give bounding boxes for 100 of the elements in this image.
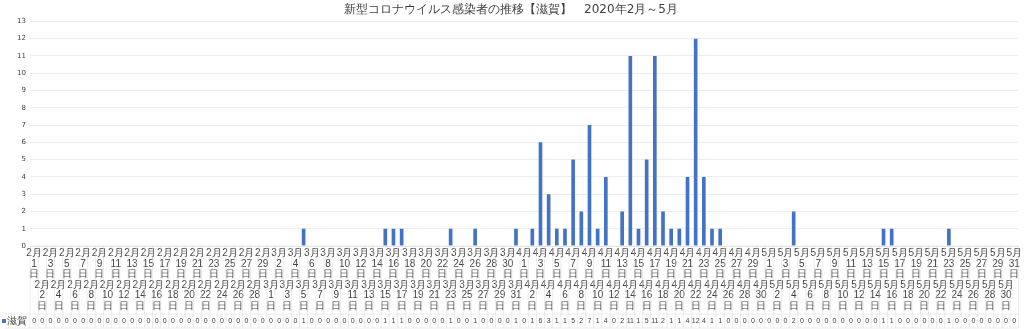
x-tick-label: 3月25日 [459, 278, 475, 311]
x-tick-label: 5月14日 [867, 278, 884, 311]
x-tick-label: 3月22日 [434, 247, 451, 279]
x-tick-label: 3月21日 [426, 278, 443, 311]
x-tick-label: 5月12日 [851, 278, 867, 311]
x-tick-label: 2月28日 [246, 278, 263, 311]
x-tick-label: 3月30日 [500, 247, 516, 279]
x-tick-label: 5月28日 [981, 278, 998, 311]
bar [530, 228, 535, 246]
x-tick-label: 5月17日 [892, 247, 908, 279]
x-tick-label: 3月26日 [467, 247, 483, 279]
x-tick-label: 2月22日 [197, 278, 214, 311]
bar [383, 228, 388, 246]
bar [693, 38, 698, 246]
x-tick-label: 5月6日 [802, 278, 818, 311]
x-tick-label: 3月31日 [508, 278, 524, 311]
x-tick-label: 4月16日 [638, 278, 655, 311]
x-tick-label: 4月23日 [696, 247, 712, 279]
x-tick-label: 4月21日 [679, 247, 696, 279]
x-tick-label: 4月24日 [704, 278, 720, 311]
x-tick-label: 4月13日 [614, 247, 630, 279]
x-tick-label: 5月22日 [932, 278, 949, 311]
bar [563, 228, 567, 246]
x-tick-label: 4月14日 [622, 278, 639, 311]
x-tick-label: 5月7日 [810, 247, 826, 279]
x-tick-label: 5月24日 [949, 278, 965, 311]
x-tick-label: 4月7日 [565, 247, 581, 279]
x-tick-label: 4月2日 [524, 278, 541, 311]
x-tick-label: 2月3日 [42, 247, 59, 279]
x-tick-label: 4月28日 [736, 278, 753, 311]
x-tick-label: 3月23日 [442, 278, 459, 311]
x-tick-label: 5月8日 [818, 278, 835, 311]
x-tick-label: 2月4日 [50, 278, 67, 311]
x-tick-label: 5月19日 [908, 247, 924, 279]
x-tick-label: 5月2日 [769, 278, 786, 311]
x-tick-label: 2月11日 [107, 247, 124, 279]
x-tick-label: 2月17日 [156, 247, 173, 279]
chart-title: 新型コロナウイルス感染者の推移【滋賀】 2020年2月～5月 [344, 2, 678, 17]
bar [473, 228, 477, 246]
x-tick-label: 3月10日 [336, 247, 353, 279]
x-tick-label: 4月6日 [557, 278, 573, 311]
x-tick-label: 4月22日 [687, 278, 704, 311]
x-tick-label: 3月8日 [320, 247, 336, 279]
x-tick-label: 4月17日 [647, 247, 663, 279]
x-tick-label: 5月10日 [834, 278, 851, 311]
x-tick-label: 4月26日 [720, 278, 737, 311]
bar [702, 176, 706, 246]
x-tick-label: 5月4日 [785, 278, 802, 311]
x-tick-label: 3月11日 [344, 278, 361, 311]
x-tick-label: 3月29日 [491, 278, 508, 311]
x-tick-label: 5月13日 [859, 247, 875, 279]
x-tick-label: 3月16日 [385, 247, 402, 279]
x-tick-label: 4月20日 [671, 278, 688, 311]
x-tick-label: 5月16日 [883, 278, 900, 311]
x-tick-label: 3月2日 [271, 247, 287, 279]
x-tick-label: 4月19日 [663, 247, 679, 279]
x-tick-label: 2月2日 [34, 278, 51, 311]
x-tick-label: 3月17日 [393, 278, 410, 311]
bar [644, 159, 649, 246]
x-tick-label: 4月9日 [581, 247, 598, 279]
x-tick-label: 3月19日 [410, 278, 426, 311]
x-tick-label: 3月13日 [361, 278, 377, 311]
x-tick-label: 2月20日 [181, 278, 198, 311]
x-tick-label: 5月23日 [941, 247, 957, 279]
x-tick-label: 5月30日 [998, 278, 1014, 311]
x-tick-label: 4月4日 [540, 278, 557, 311]
x-tick-label: 2月27日 [238, 247, 255, 279]
bar [603, 176, 608, 246]
bar [579, 211, 584, 246]
x-tick-label: 5月9日 [826, 247, 843, 279]
x-tick-label: 4月15日 [630, 247, 647, 279]
x-tick-label: 3月12日 [353, 247, 369, 279]
x-tick-label: 2月5日 [58, 247, 75, 279]
bar [628, 55, 633, 246]
bar [669, 228, 673, 246]
x-tick-label: 2月24日 [214, 278, 230, 311]
x-tick-label: 3月7日 [312, 278, 328, 311]
x-tick-label: 5月31日 [1006, 247, 1022, 279]
x-tick-label: 2月7日 [75, 247, 91, 279]
x-tick-label: 4月30日 [753, 278, 769, 311]
bar [889, 228, 894, 246]
bar [947, 228, 951, 246]
x-tick-label: 4月1日 [516, 247, 532, 279]
x-tick-label: 2月29日 [255, 247, 271, 279]
x-tick-label: 2月13日 [124, 247, 140, 279]
x-tick-label: 5月26日 [965, 278, 982, 311]
x-tick-label: 4月25日 [712, 247, 728, 279]
x-tick-label: 5月5日 [794, 247, 810, 279]
x-tick-label: 5月21日 [924, 247, 941, 279]
x-tick-label: 4月11日 [598, 247, 614, 279]
x-tick-label: 3月1日 [263, 278, 279, 311]
x-tick-label: 2月26日 [230, 278, 247, 311]
x-tick-label: 3月27日 [475, 278, 492, 311]
x-tick-label: 3月4日 [287, 247, 304, 279]
x-tick-label: 3月28日 [483, 247, 500, 279]
x-tick-label: 2月10日 [99, 278, 116, 311]
x-tick-label: 2月8日 [83, 278, 100, 311]
x-tick-label: 5月15日 [875, 247, 892, 279]
bar [514, 228, 518, 246]
x-tick-label: 2月18日 [165, 278, 181, 311]
